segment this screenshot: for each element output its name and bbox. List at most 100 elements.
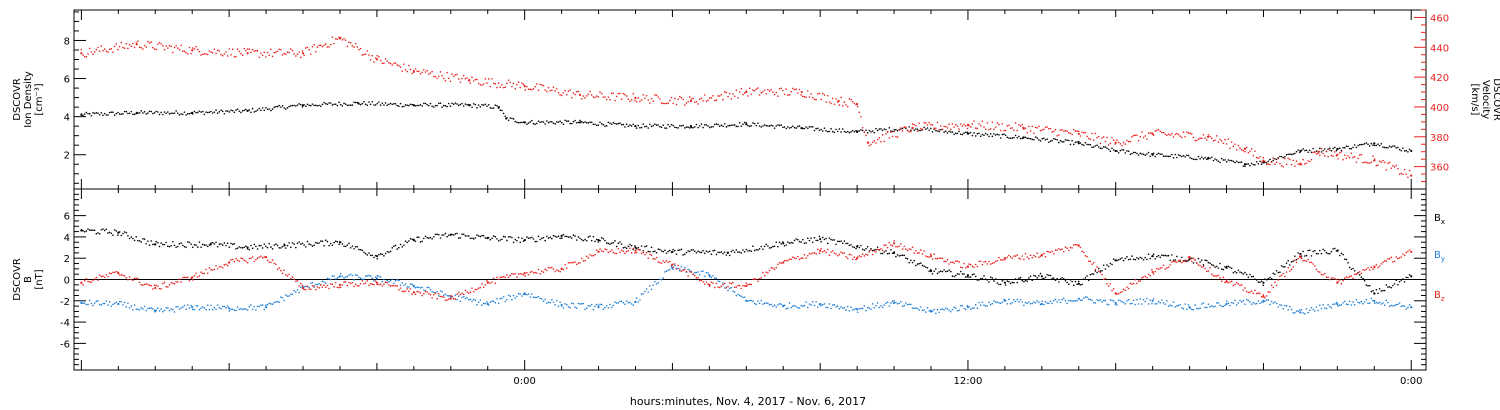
data-point [738, 91, 741, 93]
data-point [452, 297, 455, 300]
data-point [1234, 270, 1236, 273]
data-point [408, 240, 410, 242]
data-point [565, 303, 568, 306]
data-point [915, 124, 917, 127]
data-point [1139, 298, 1142, 300]
data-point [1249, 301, 1251, 303]
data-point [162, 310, 164, 313]
data-point [740, 252, 743, 254]
data-point [1077, 132, 1080, 135]
data-point [1355, 161, 1358, 163]
data-point [326, 103, 329, 106]
data-point [250, 244, 252, 247]
data-point [253, 111, 256, 113]
data-point [216, 304, 219, 306]
data-point [1222, 276, 1225, 279]
data-point [1156, 153, 1158, 156]
data-point [703, 252, 706, 255]
data-point [1016, 281, 1019, 284]
data-point [718, 251, 721, 254]
data-point [105, 273, 108, 276]
data-point [1229, 159, 1231, 162]
data-point [956, 125, 959, 127]
data-point [1094, 132, 1097, 135]
data-point [1041, 254, 1043, 257]
data-point [265, 255, 267, 258]
data-point [107, 275, 109, 278]
data-point [349, 42, 352, 44]
data-point [461, 292, 463, 295]
data-point [143, 238, 146, 240]
data-point [850, 254, 852, 256]
data-point [727, 95, 729, 98]
data-point [1345, 276, 1348, 278]
data-point [1117, 151, 1120, 154]
data-point [579, 119, 581, 122]
data-point [1074, 130, 1077, 132]
data-point [356, 101, 359, 104]
data-point [675, 253, 678, 255]
data-point [979, 278, 982, 280]
data-point [1006, 125, 1009, 127]
data-point [467, 292, 470, 295]
data-point [112, 303, 114, 306]
data-point [846, 130, 849, 133]
data-point [516, 276, 518, 278]
data-point [569, 122, 571, 125]
data-point [1187, 259, 1190, 262]
data-point [1274, 273, 1276, 275]
data-point [1141, 276, 1143, 279]
data-point [1059, 129, 1062, 131]
data-point [647, 250, 650, 253]
data-point [1172, 301, 1175, 303]
data-point [426, 103, 428, 106]
data-point [610, 242, 613, 245]
data-point [1292, 266, 1295, 268]
data-point [459, 103, 462, 106]
data-point [300, 282, 302, 285]
data-point [831, 304, 834, 306]
data-point [296, 289, 299, 291]
data-point [497, 278, 500, 281]
data-point [891, 300, 894, 303]
data-point [1267, 299, 1270, 301]
data-point [707, 251, 709, 253]
data-point [762, 91, 764, 93]
data-point [117, 303, 119, 305]
data-point [378, 275, 380, 277]
data-point [1031, 279, 1034, 282]
data-point [423, 237, 425, 240]
data-point [693, 274, 696, 277]
data-point [1079, 142, 1082, 144]
data-point [1114, 259, 1117, 262]
data-point [1147, 151, 1150, 154]
data-point [989, 263, 992, 265]
data-point [487, 236, 490, 239]
data-point [1169, 304, 1171, 306]
data-point [1255, 279, 1258, 281]
data-point [807, 90, 809, 92]
data-point [1097, 267, 1100, 270]
data-point [152, 288, 154, 290]
data-point [97, 232, 99, 234]
data-point [705, 250, 708, 252]
data-point [353, 101, 355, 104]
data-point [1247, 276, 1250, 279]
data-point [775, 306, 778, 308]
data-point [1289, 158, 1291, 161]
data-point [552, 268, 555, 270]
data-point [373, 283, 375, 286]
data-point [597, 239, 600, 242]
data-point [341, 275, 344, 278]
data-point [687, 100, 689, 103]
data-point [1082, 297, 1085, 299]
data-point [1044, 126, 1047, 129]
data-point [526, 271, 528, 274]
data-point [181, 113, 184, 116]
data-point [492, 277, 495, 280]
data-point [270, 109, 272, 112]
data-point [750, 299, 753, 302]
data-point [1380, 263, 1383, 265]
data-point [215, 264, 217, 267]
